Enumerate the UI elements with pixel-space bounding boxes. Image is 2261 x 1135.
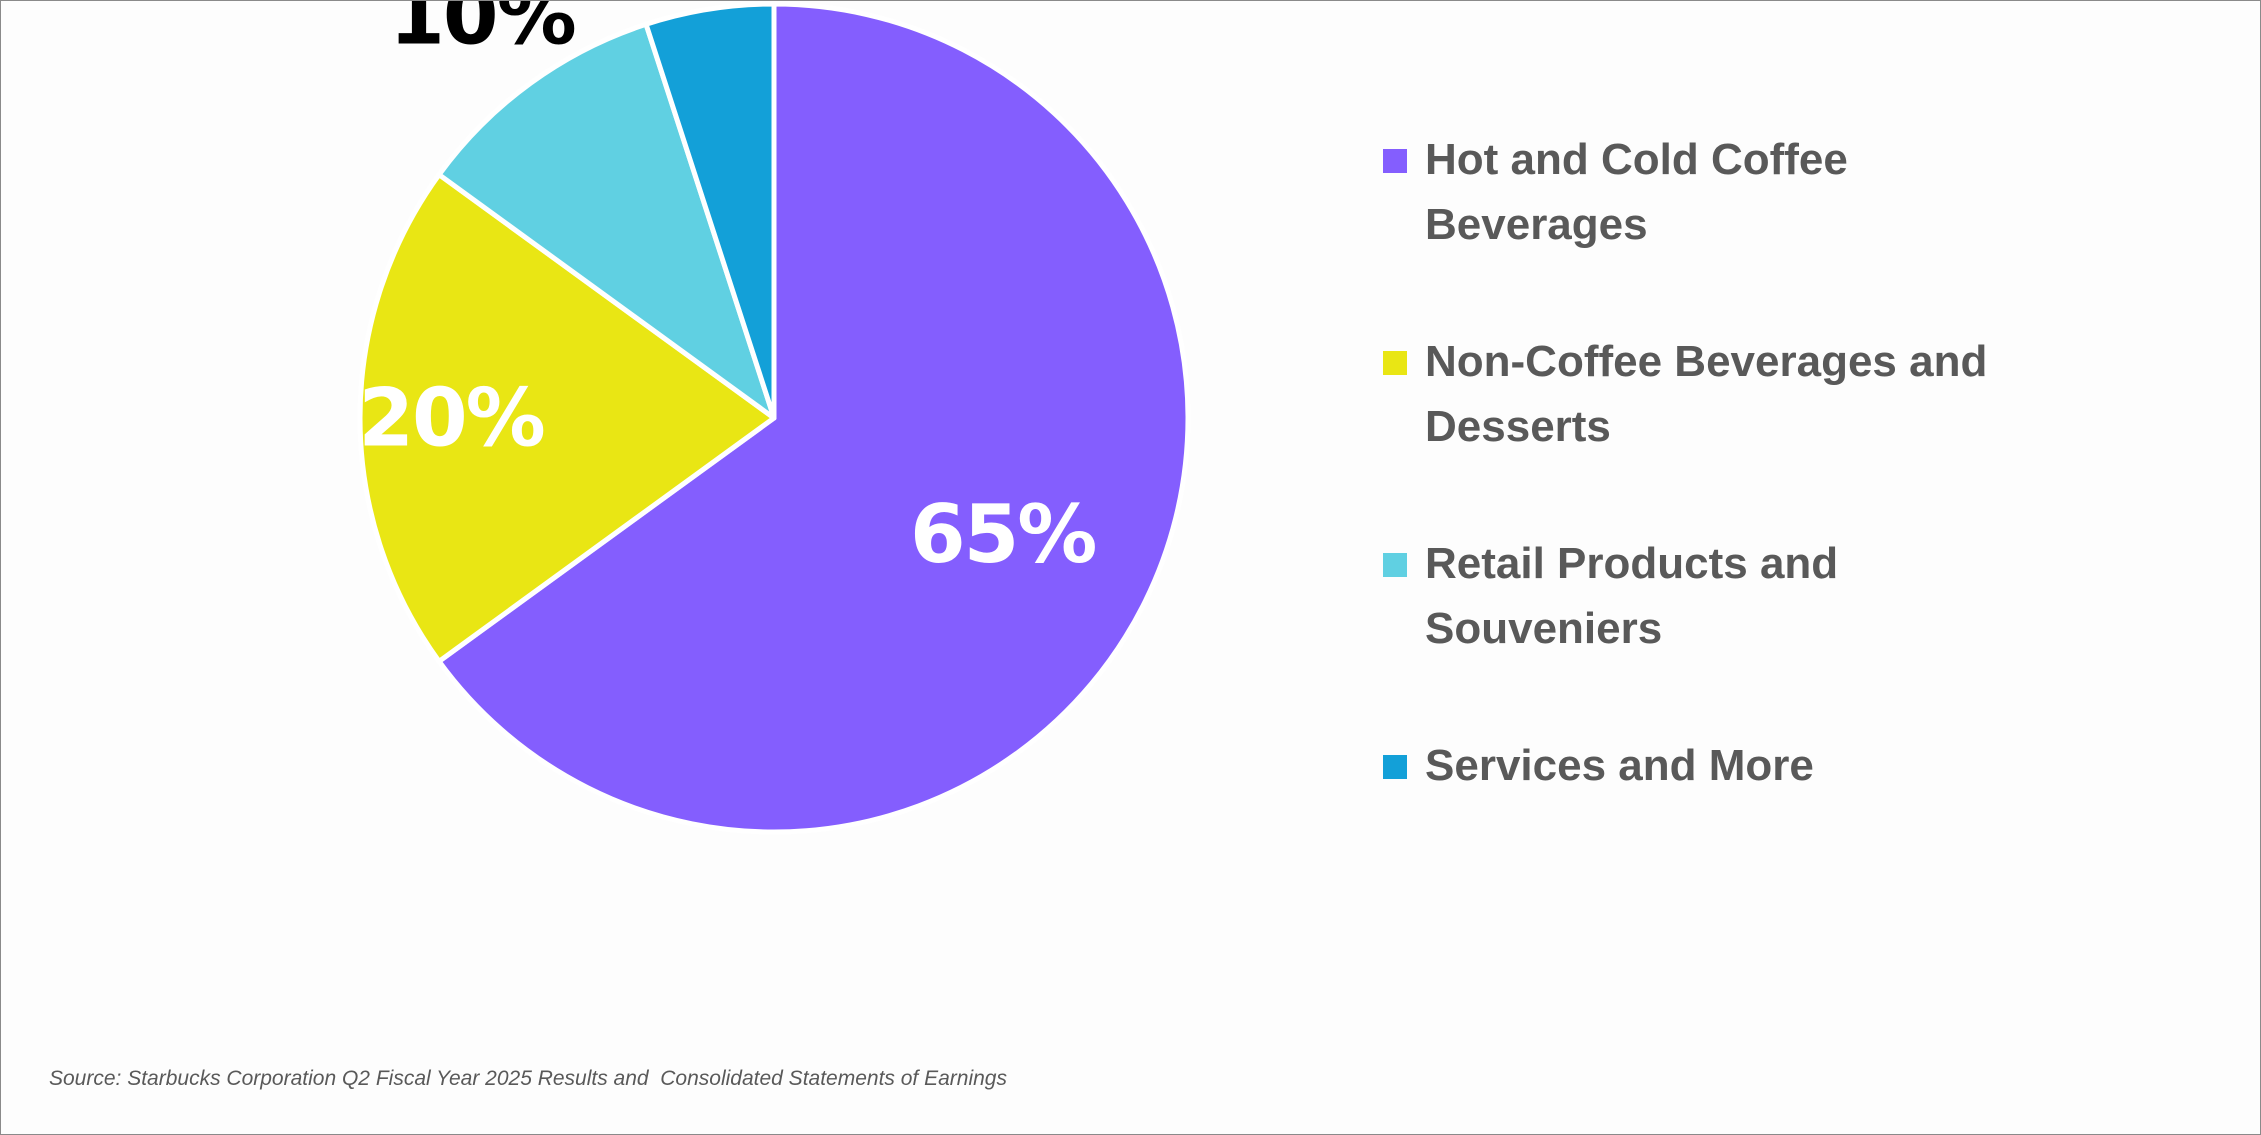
legend-swatch bbox=[1383, 149, 1407, 173]
legend-item-retail: Retail Products and Souveniers bbox=[1381, 531, 2081, 733]
data-label-3: 10% bbox=[389, 1, 574, 63]
pie-slice-non-coffee-beverages-and-desserts bbox=[357, 172, 777, 664]
data-label-1: 65% bbox=[910, 488, 1095, 581]
legend-label: Retail Products and Souveniers bbox=[1425, 539, 1839, 653]
pie-slices bbox=[357, 1, 1191, 835]
legend-label: Services and More bbox=[1425, 741, 1814, 790]
source-note: Source: Starbucks Corporation Q2 Fiscal … bbox=[49, 1067, 1007, 1090]
legend-swatch bbox=[1383, 351, 1407, 375]
legend: Hot and Cold Coffee Beverages Non-Coffee… bbox=[1381, 127, 2081, 935]
data-label-2: 20% bbox=[358, 372, 543, 465]
legend-item-non-coffee: Non-Coffee Beverages and Desserts bbox=[1381, 329, 2081, 531]
pie-slice-hot-and-cold-coffee-beverages bbox=[436, 1, 1191, 835]
legend-item-hot-cold-coffee: Hot and Cold Coffee Beverages bbox=[1381, 127, 2081, 329]
legend-label: Non-Coffee Beverages and Desserts bbox=[1425, 337, 1988, 451]
pie-slice-services-and-more bbox=[643, 1, 777, 421]
legend-item-services: Services and More bbox=[1381, 733, 2081, 935]
legend-swatch bbox=[1383, 755, 1407, 779]
pie-labels: 65%20%10%5% bbox=[358, 1, 1097, 581]
legend-swatch bbox=[1383, 553, 1407, 577]
legend-label: Hot and Cold Coffee Beverages bbox=[1425, 135, 1848, 249]
pie-slice-retail-products-and-souveniers bbox=[436, 21, 777, 421]
